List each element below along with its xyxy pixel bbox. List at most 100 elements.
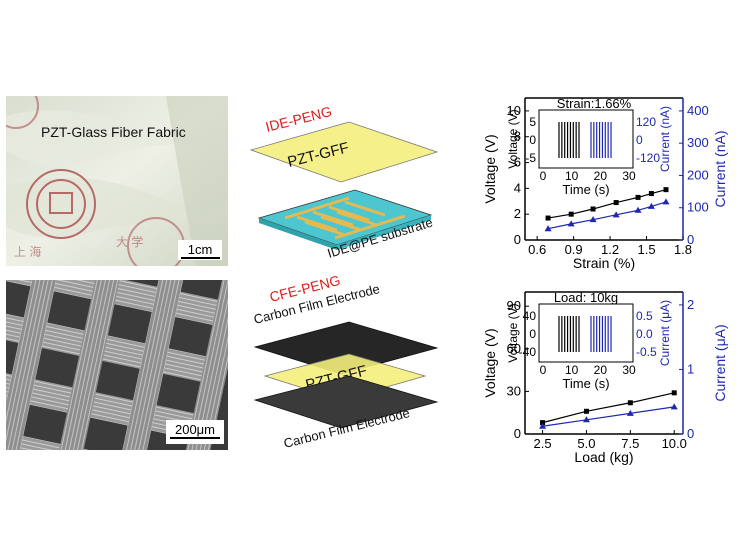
inset-title: Load: 10kg [554, 290, 618, 305]
y-tick-label: 4 [514, 180, 521, 195]
inset-y-axis-label: Voltage (V) [506, 109, 520, 168]
y2-tick-label: 300 [687, 135, 709, 150]
inset-x-tick-label: 0 [540, 169, 547, 183]
voltage-point [568, 211, 574, 217]
inset-y2-tick-label: -0.5 [636, 345, 657, 359]
current-line [542, 406, 675, 427]
x-axis-label: Load (kg) [574, 449, 633, 465]
y-tick-label: 0 [514, 232, 521, 247]
y-tick-label: 0 [514, 426, 521, 441]
inset-x-tick-label: 30 [622, 169, 636, 183]
carbon-electrode-bottom [253, 375, 439, 429]
current-point [589, 216, 597, 223]
voltage-point [671, 390, 677, 396]
inset-y2-tick-label: 0 [636, 133, 643, 147]
ide-peng-schematic: IDE-PENG PZT-GFF IDE@PE substrate [249, 103, 439, 261]
inset-x-axis-label: Time (s) [562, 182, 609, 197]
fabric-label: PZT-Glass Fiber Fabric [41, 124, 186, 140]
voltage-point [583, 408, 589, 414]
scale-bar-label: 1cm [188, 242, 213, 257]
inset-y2-tick-label: 120 [636, 115, 656, 129]
voltage-point [545, 215, 551, 221]
current-point [539, 422, 547, 429]
inset-y-tick-label: -5 [525, 151, 536, 165]
y-tick-label: 30 [507, 383, 521, 398]
chinese-characters-watermark: 大 学 上 海 [14, 234, 143, 259]
current-point [626, 409, 634, 416]
voltage-point [648, 191, 654, 197]
current-point [612, 211, 620, 218]
inset-y-axis-label: Voltage (V) [506, 303, 520, 362]
y-tick-label: 90 [507, 298, 521, 313]
fabric-photo: 大 学 上 海 PZT-Glass Fiber Fabric 1cm [6, 96, 228, 266]
y2-tick-label: 0 [687, 232, 694, 247]
svg-text:上 海: 上 海 [14, 244, 41, 259]
inset-y-tick-label: 5 [529, 115, 536, 129]
y2-tick-label: 2 [687, 297, 694, 312]
inset-y-tick-label: 0 [529, 133, 536, 147]
inset-x-tick-label: 10 [565, 363, 579, 377]
current-point [544, 225, 552, 232]
y-axis-label: Voltage (V) [482, 134, 498, 203]
voltage-point [613, 200, 619, 206]
x-axis-label: Strain (%) [573, 255, 635, 271]
inset-y2-tick-label: -120 [636, 151, 660, 165]
x-tick-label: 5.0 [577, 436, 595, 451]
inset-x-tick-label: 10 [565, 169, 579, 183]
voltage-line [542, 392, 675, 424]
cfe-peng-schematic: CFE-PENG Carbon Film Electrode PZT-GFF C… [252, 272, 439, 451]
y-tick-label: 6 [514, 155, 521, 170]
inset-y-tick-label: 40 [523, 309, 537, 323]
voltage-point [590, 206, 596, 212]
current-point [582, 416, 590, 423]
inset-x-tick-label: 20 [594, 363, 608, 377]
inset-x-tick-label: 20 [594, 169, 608, 183]
y2-tick-label: 200 [687, 167, 709, 182]
inset-x-tick-label: 30 [622, 363, 636, 377]
voltage-point [635, 194, 641, 200]
x-tick-label: 0.6 [528, 242, 546, 257]
y2-axis-label: Current (μA) [712, 324, 728, 401]
current-point [634, 206, 642, 213]
x-tick-label: 10.0 [662, 436, 687, 451]
voltage-point [627, 400, 633, 406]
inset-y2-axis-label: Current (nA) [658, 106, 672, 172]
scale-bar-box [166, 420, 224, 444]
inset-x-tick-label: 0 [540, 363, 547, 377]
university-seal-icon [26, 169, 96, 239]
inset-frame [538, 109, 634, 169]
current-point [662, 198, 670, 205]
inset-y2-tick-label: 0.5 [636, 309, 653, 323]
scale-bar-box [178, 240, 222, 260]
inset-title: Strain:1.66% [557, 96, 632, 111]
x-tick-label: 0.9 [565, 242, 583, 257]
voltage-point [540, 420, 546, 426]
pzt-gff-layer [249, 121, 439, 183]
y-tick-label: 2 [514, 206, 521, 221]
inset-x-axis-label: Time (s) [562, 376, 609, 391]
y-tick-label: 8 [514, 129, 521, 144]
current-point [567, 220, 575, 227]
current-point [670, 403, 678, 410]
y2-tick-label: 1 [687, 361, 694, 376]
current-point [647, 202, 655, 209]
x-tick-label: 1.5 [637, 242, 655, 257]
y2-axis-label: Current (nA) [712, 130, 728, 207]
y2-tick-label: 400 [687, 103, 709, 118]
y2-tick-label: 100 [687, 200, 709, 215]
x-tick-label: 1.8 [674, 242, 692, 257]
svg-text:大 学: 大 学 [116, 234, 143, 249]
inset-y2-tick-label: 0.0 [636, 327, 653, 341]
interdigital-electrode [284, 196, 406, 240]
inset-y2-axis-label: Current (μA) [658, 300, 672, 366]
x-tick-label: 2.5 [534, 436, 552, 451]
inset-y-tick-label: -40 [519, 345, 537, 359]
inset-y-tick-label: 0 [529, 327, 536, 341]
y2-tick-label: 0 [687, 426, 694, 441]
y-tick-label: 10 [507, 103, 521, 118]
voltage-point [663, 187, 669, 193]
inset-frame [538, 303, 634, 363]
scale-bar-label: 200μm [175, 422, 215, 437]
